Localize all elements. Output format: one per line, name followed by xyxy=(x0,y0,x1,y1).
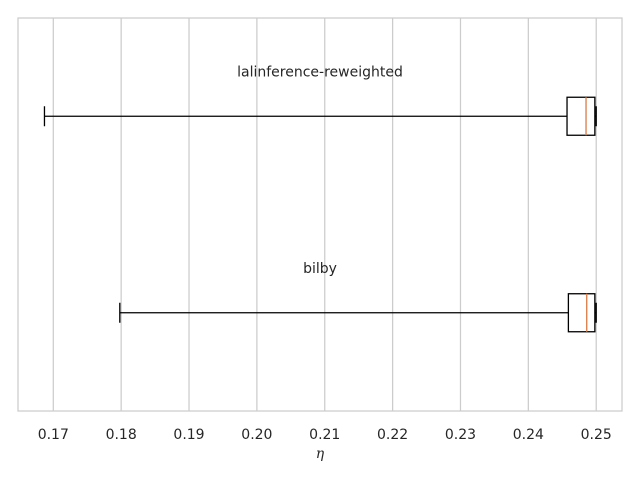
grid-lines xyxy=(52,18,597,411)
x-tick-label: 0.20 xyxy=(241,427,272,443)
x-tick-label: 0.17 xyxy=(38,427,69,443)
series-label: lalinference-reweighted xyxy=(237,64,403,80)
x-axis-label: η xyxy=(316,446,325,462)
x-tick-label: 0.23 xyxy=(445,427,476,443)
iqr-box xyxy=(567,293,596,333)
series-label: bilby xyxy=(303,261,337,277)
plot-frame xyxy=(17,17,623,412)
iqr-box xyxy=(566,96,596,136)
x-tick-label: 0.21 xyxy=(309,427,340,443)
x-tick-label: 0.25 xyxy=(581,427,612,443)
x-tick-labels: 0.17 0.18 0.19 0.20 0.21 0.22 0.23 0.24 0.25 xyxy=(38,427,612,443)
x-tick-label: 0.18 xyxy=(106,427,137,443)
x-tick-label: 0.24 xyxy=(513,427,544,443)
box-bilby: bilby xyxy=(119,261,597,333)
box-series: lalinference-reweighted bilby xyxy=(43,64,597,333)
x-tick-label: 0.22 xyxy=(377,427,408,443)
x-tick-label: 0.19 xyxy=(173,427,204,443)
box-lalinference-reweighted: lalinference-reweighted xyxy=(43,64,597,136)
